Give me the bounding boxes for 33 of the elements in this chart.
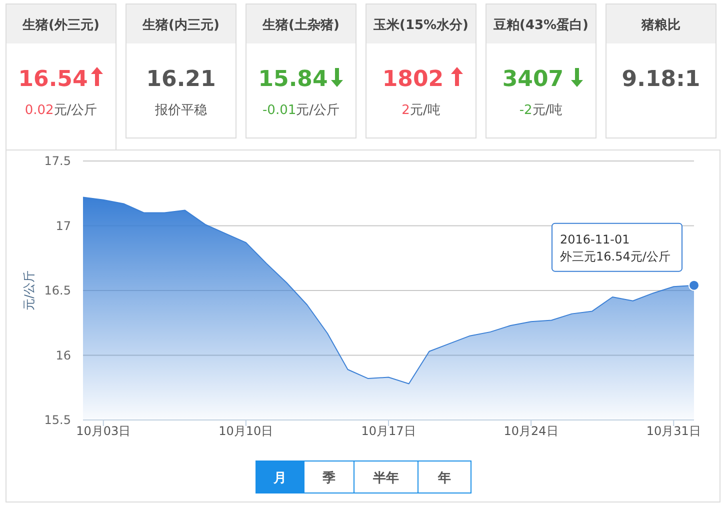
text: 生猪(外三元) — [22, 18, 100, 33]
x-tick-label: 10月24日 — [504, 424, 558, 438]
text: 15.84 — [258, 67, 328, 92]
y-axis-title: 元/公斤 — [22, 270, 36, 311]
text: 2元/吨 — [402, 103, 440, 118]
text: 玉米(15%水分) — [372, 18, 468, 33]
text: 16.21 — [146, 67, 216, 92]
y-tick-label: 16.5 — [44, 284, 71, 298]
text: 16.54 — [18, 67, 88, 92]
text: 猪粮比 — [640, 17, 680, 33]
text: 报价平稳 — [154, 103, 207, 118]
text: 3407 — [502, 67, 564, 92]
text: 月 — [272, 471, 286, 486]
text: 半年 — [372, 471, 399, 486]
text: 生猪(内三元) — [142, 18, 220, 33]
text: 生猪(土杂猪) — [262, 18, 340, 33]
text: 年 — [437, 471, 451, 486]
x-tick-label: 10月03日 — [76, 424, 131, 438]
text: 季 — [322, 470, 336, 486]
y-tick-label: 15.5 — [44, 413, 71, 427]
text: 豆粕(43%蛋白) — [492, 18, 588, 33]
text: 9.18:1 — [622, 67, 700, 92]
y-tick-label: 16 — [56, 348, 71, 362]
y-tick-label: 17.5 — [44, 154, 71, 168]
x-tick-label: 10月17日 — [361, 424, 416, 438]
text: 1802 — [382, 67, 444, 92]
y-tick-label: 17 — [56, 218, 71, 233]
text: -2元/吨 — [519, 103, 563, 118]
x-tick-label: 10月31日 — [646, 424, 701, 438]
annotation: 2016-11-01 外三元16.54元/公斤 — [560, 232, 670, 264]
text: -0.01元/公斤 — [262, 103, 340, 118]
x-tick-label: 10月10日 — [218, 424, 274, 438]
text: 0.02元/公斤 — [24, 103, 98, 118]
